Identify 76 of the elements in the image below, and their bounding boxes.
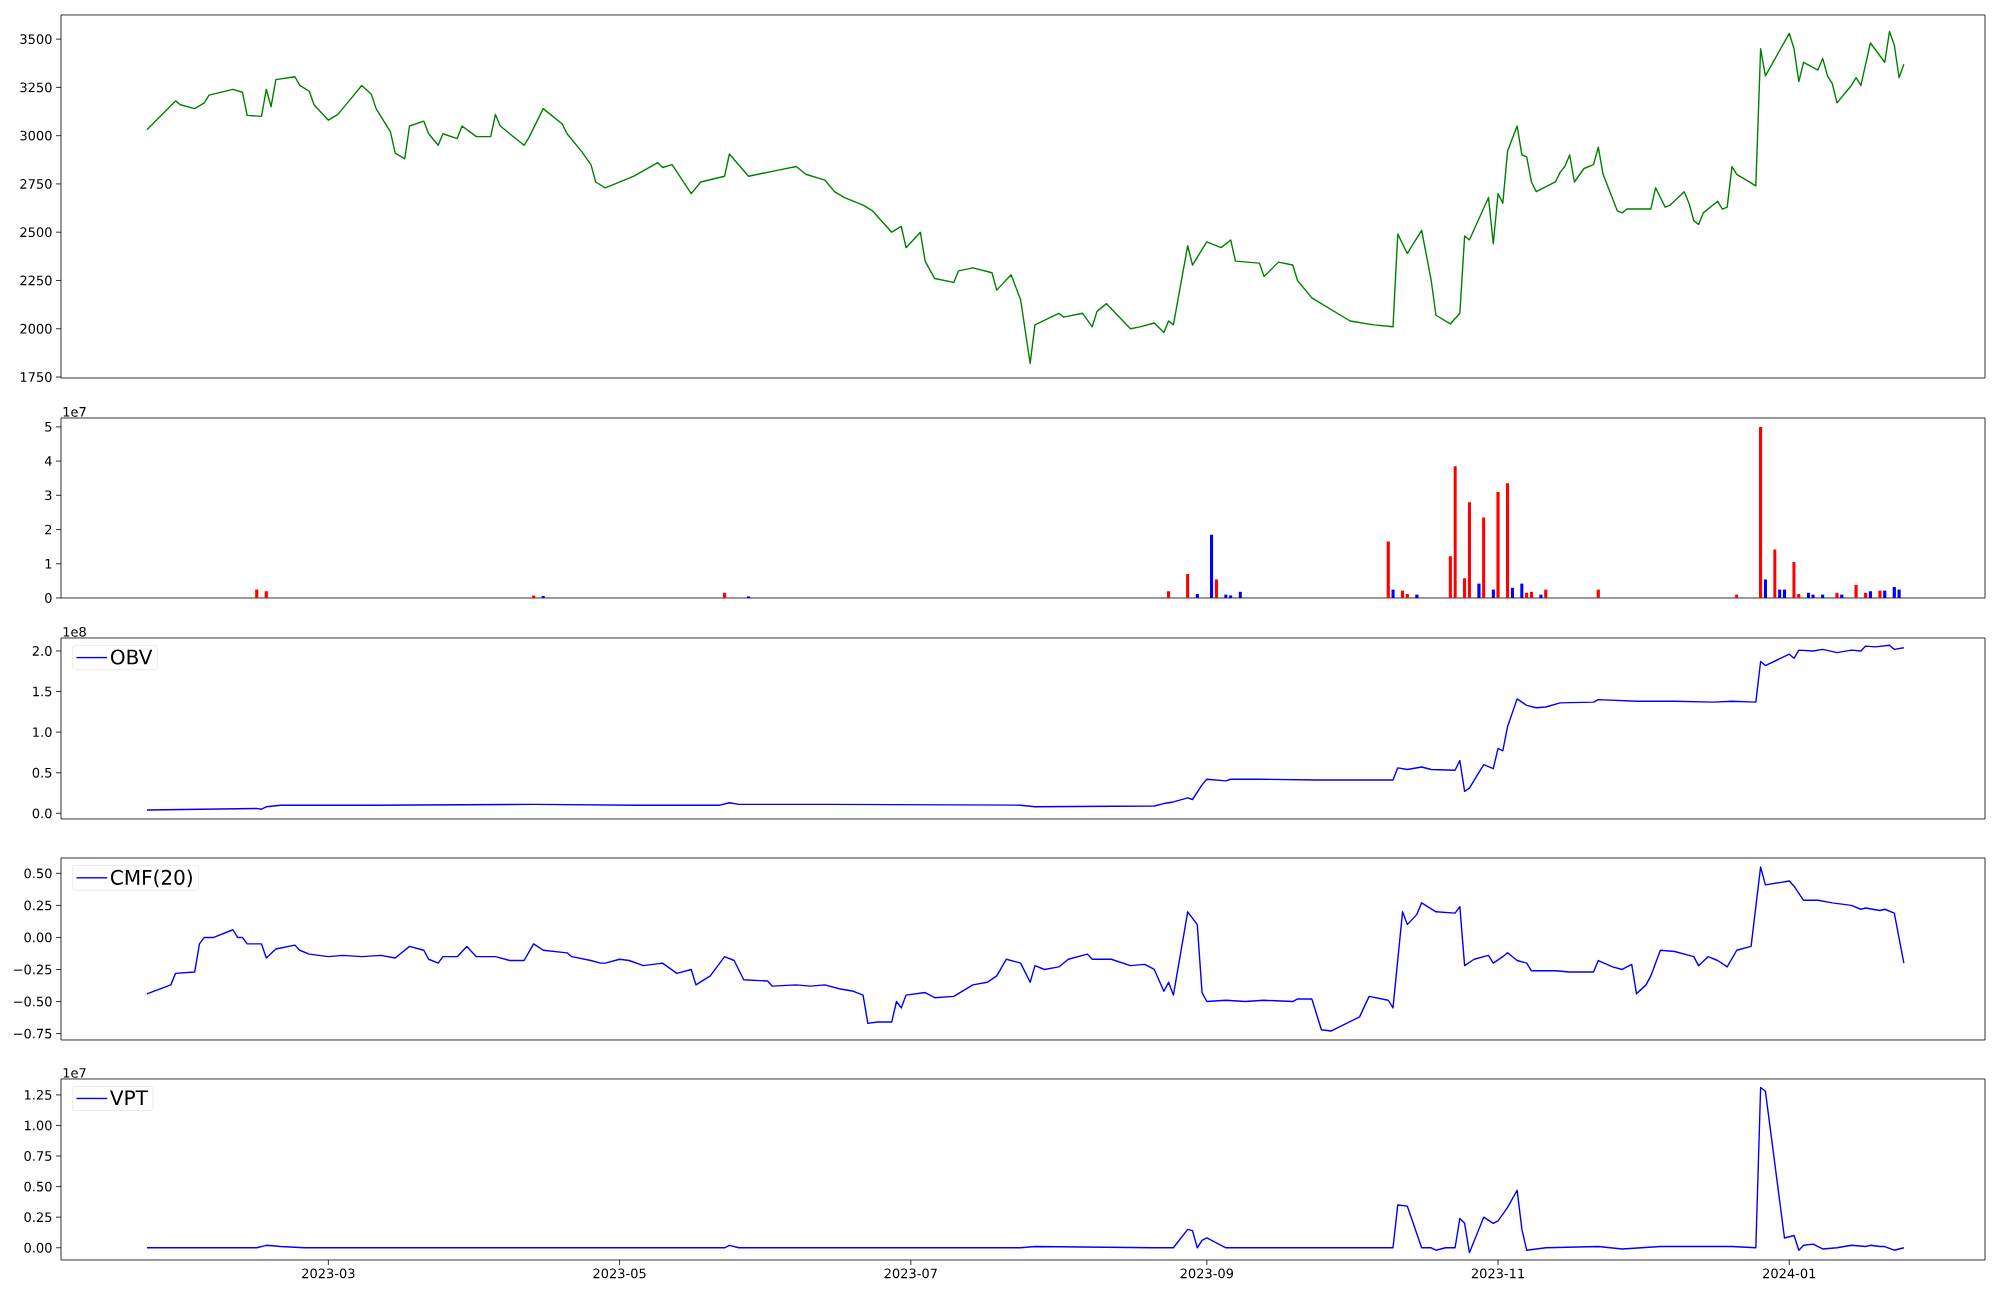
y-tick-label: 1.00 [24, 1120, 52, 1131]
y-tick-label: 0.25 [24, 1212, 52, 1223]
bar [1835, 592, 1839, 598]
y-tick-label: 1.0 [33, 727, 52, 738]
y-tick-label: 3000 [20, 130, 52, 141]
bar [1209, 534, 1214, 598]
bar [1386, 541, 1390, 598]
bar [1525, 592, 1529, 598]
bar [1463, 578, 1467, 598]
bar [1864, 592, 1868, 598]
text: 1e8 [63, 626, 86, 637]
bar [1773, 549, 1777, 598]
y-tick-label: 0.75 [24, 1151, 52, 1161]
bar [1238, 591, 1242, 598]
bar [1510, 587, 1514, 598]
bar [1892, 587, 1896, 598]
y-tick-label: 0.25 [24, 900, 52, 911]
y-tick-label: 2750 [20, 179, 52, 189]
y-tick-label: 0.0 [32, 808, 52, 819]
y-tick-label: −0.75 [14, 1028, 52, 1039]
y-tick-label: 1.5 [33, 686, 52, 697]
bar [1529, 591, 1534, 598]
bar [1482, 517, 1486, 598]
bar [1520, 583, 1524, 598]
bar [1496, 491, 1500, 598]
legend-label: CMF(20) [111, 869, 192, 888]
y-tick-label: 1750 [20, 372, 52, 382]
y-tick-label: 4 [44, 456, 52, 466]
bar [264, 591, 268, 598]
y-tick-label: 1.25 [24, 1089, 52, 1100]
bar [1214, 579, 1218, 598]
line-series [146, 30, 1905, 365]
y-tick-label: 1 [45, 559, 52, 569]
y-tick-label: 0 [45, 593, 52, 603]
y-tick-label: 0.5 [32, 767, 52, 778]
x-tick-label: 2023-09 [1180, 1268, 1234, 1279]
y-tick-label: 2500 [20, 227, 52, 238]
bar [1868, 591, 1873, 598]
y-tick-label: 3 [45, 490, 52, 501]
y-tick-label: 3500 [20, 34, 52, 45]
y-tick-label: 5 [45, 422, 52, 432]
bar [1759, 426, 1763, 598]
y-tick-label: 0.50 [24, 1181, 52, 1192]
x-tick-label: 2023-03 [302, 1268, 355, 1279]
y-tick-label: 3250 [20, 82, 52, 93]
bar [1405, 593, 1409, 598]
bar [1806, 592, 1810, 598]
bar [1763, 579, 1767, 598]
bar [1167, 591, 1171, 598]
y-tick-label: 0.00 [24, 1242, 52, 1253]
x-tick-label: 2023-05 [593, 1268, 646, 1279]
bar [1467, 502, 1471, 598]
bar [1792, 562, 1796, 598]
text: 1e7 [63, 1068, 86, 1078]
bar [1195, 593, 1199, 598]
x-tick-label: 2023-11 [1471, 1268, 1524, 1279]
y-tick-label: −0.50 [14, 996, 52, 1007]
legend-label: VPT [110, 1090, 148, 1105]
bar [1505, 483, 1510, 598]
y-tick-label: 2250 [20, 275, 52, 286]
bar [1797, 593, 1801, 598]
bar [723, 592, 727, 598]
y-tick-label: 2.0 [32, 646, 52, 656]
bar [1477, 583, 1481, 598]
x-tick-label: 2023-07 [884, 1268, 937, 1279]
bar [1453, 466, 1457, 598]
bar [1186, 574, 1190, 598]
y-tick-label: 2 [45, 524, 52, 535]
legend-label: OBV [111, 649, 153, 665]
y-tick-label: 2000 [20, 323, 52, 334]
x-tick-label: 2024-01 [1763, 1268, 1816, 1279]
text: 1e7 [63, 407, 86, 417]
y-tick-label: −0.25 [14, 964, 52, 975]
y-tick-label: 0.50 [24, 868, 52, 879]
y-tick-label: 0.00 [24, 932, 52, 943]
bar [1448, 556, 1452, 598]
